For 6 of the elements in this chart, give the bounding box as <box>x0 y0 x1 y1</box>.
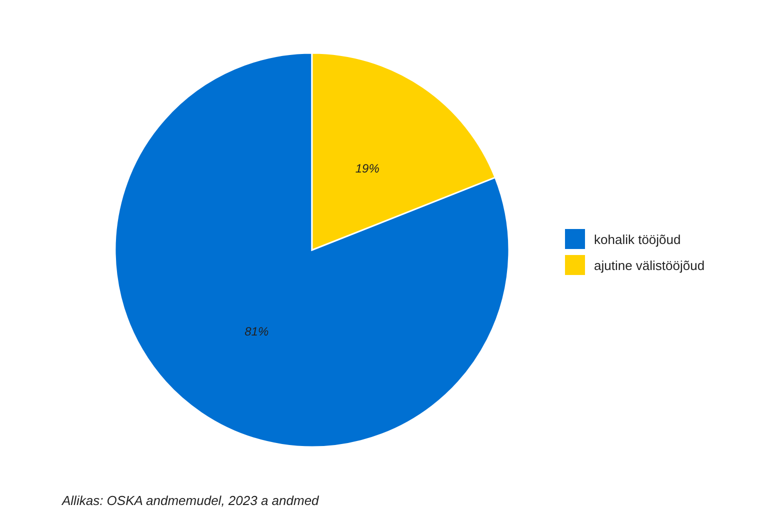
text: Allikas: OSKA andmemudel, 2023 a andmed <box>61 493 320 508</box>
legend-label: ajutine välistööjõud <box>594 258 705 272</box>
data-label: 19% <box>355 162 380 176</box>
data-label: 81% <box>244 324 269 338</box>
pie-slice <box>114 52 510 448</box>
legend-label: kohalik tööjõud <box>594 232 681 246</box>
